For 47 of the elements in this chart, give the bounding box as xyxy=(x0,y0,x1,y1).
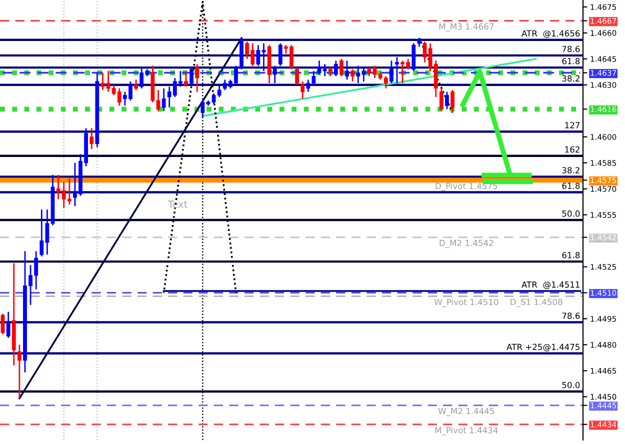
candlestick xyxy=(300,80,305,100)
candlestick xyxy=(156,89,160,112)
annotation: 162 xyxy=(565,146,580,153)
ref-line-label: W_M2 1.4445 xyxy=(438,408,494,416)
candlestick xyxy=(445,91,449,110)
candlestick xyxy=(278,42,282,67)
ref-line-label: W_Pivot 1.4510 xyxy=(434,298,498,308)
annotation: 78.6 xyxy=(562,46,580,52)
candlestick xyxy=(184,70,188,88)
candlestick xyxy=(272,65,277,84)
ref-line-label: M_M3 1.4667 xyxy=(439,23,494,32)
annotation: 50.0 xyxy=(562,210,580,217)
candlestick xyxy=(422,40,427,64)
annotation: 61.8 xyxy=(562,58,580,64)
annotation: 78.6 xyxy=(562,312,580,319)
annotation: ATR @1.4656 xyxy=(522,30,580,38)
annotation: 127 xyxy=(565,122,580,128)
annotation: 38.2 xyxy=(562,75,580,82)
candlestick xyxy=(439,88,444,112)
candlestick xyxy=(17,344,22,400)
annotation: 50.0 xyxy=(562,382,580,388)
candlestick xyxy=(395,56,399,84)
ref-line-label: D_S1 1.4508 xyxy=(510,298,562,307)
annotation: 61.8 xyxy=(562,182,580,189)
annotation: 61.8 xyxy=(562,252,580,258)
candlestick xyxy=(90,127,94,150)
ref-line-label: D_Pivot 1.4575 xyxy=(436,182,498,191)
candlestick xyxy=(134,78,138,91)
candlestick xyxy=(340,58,344,77)
candlestick xyxy=(0,312,5,336)
ref-line-label: M_Pivot 1.4434 xyxy=(435,426,498,436)
candlestick xyxy=(6,311,10,338)
candlestick xyxy=(345,60,349,80)
candlestick xyxy=(450,89,454,114)
candlestick xyxy=(389,60,394,84)
candlestick xyxy=(295,66,299,86)
ref-line-label: D_M2 1.4542 xyxy=(440,240,494,248)
annotation: ATR @1.4511 xyxy=(522,282,580,290)
candlestick xyxy=(100,72,105,91)
candlestick xyxy=(162,88,166,112)
candlestick xyxy=(350,68,355,82)
annotation: Text xyxy=(168,200,188,208)
candlestick xyxy=(334,60,338,77)
annotation: 38.2 xyxy=(562,167,580,174)
candlestick xyxy=(195,63,200,93)
candlestick xyxy=(190,66,194,86)
annotation: ATR +25@1.4475 xyxy=(506,344,580,352)
